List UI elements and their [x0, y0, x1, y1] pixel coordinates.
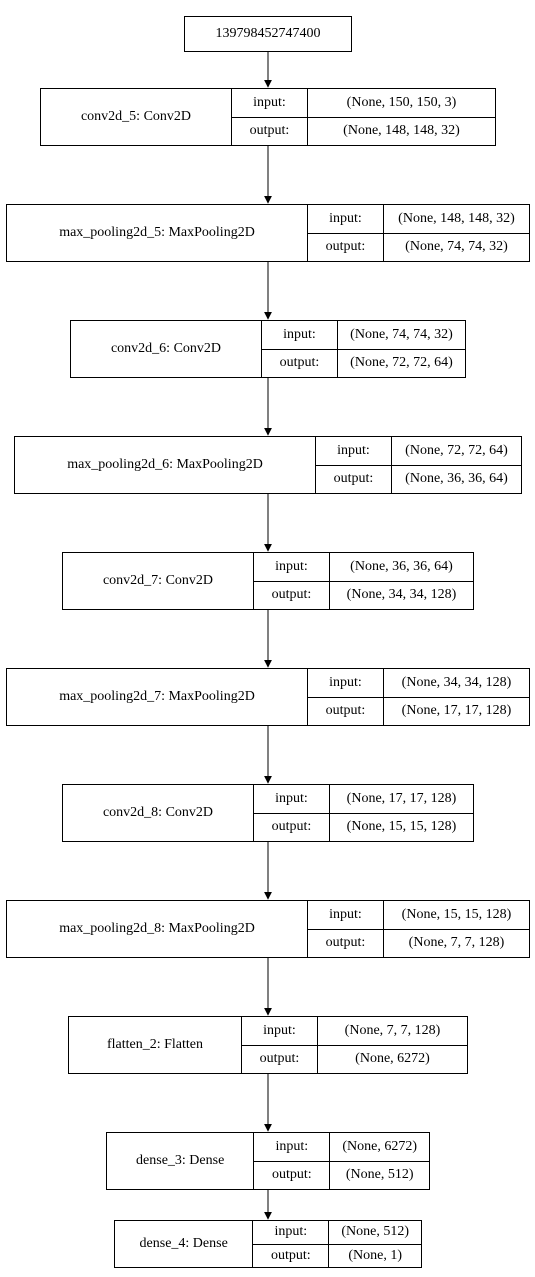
edge-arrows [0, 0, 535, 1277]
model-diagram: 139798452747400 conv2d_5: Conv2D input: … [0, 0, 535, 1277]
